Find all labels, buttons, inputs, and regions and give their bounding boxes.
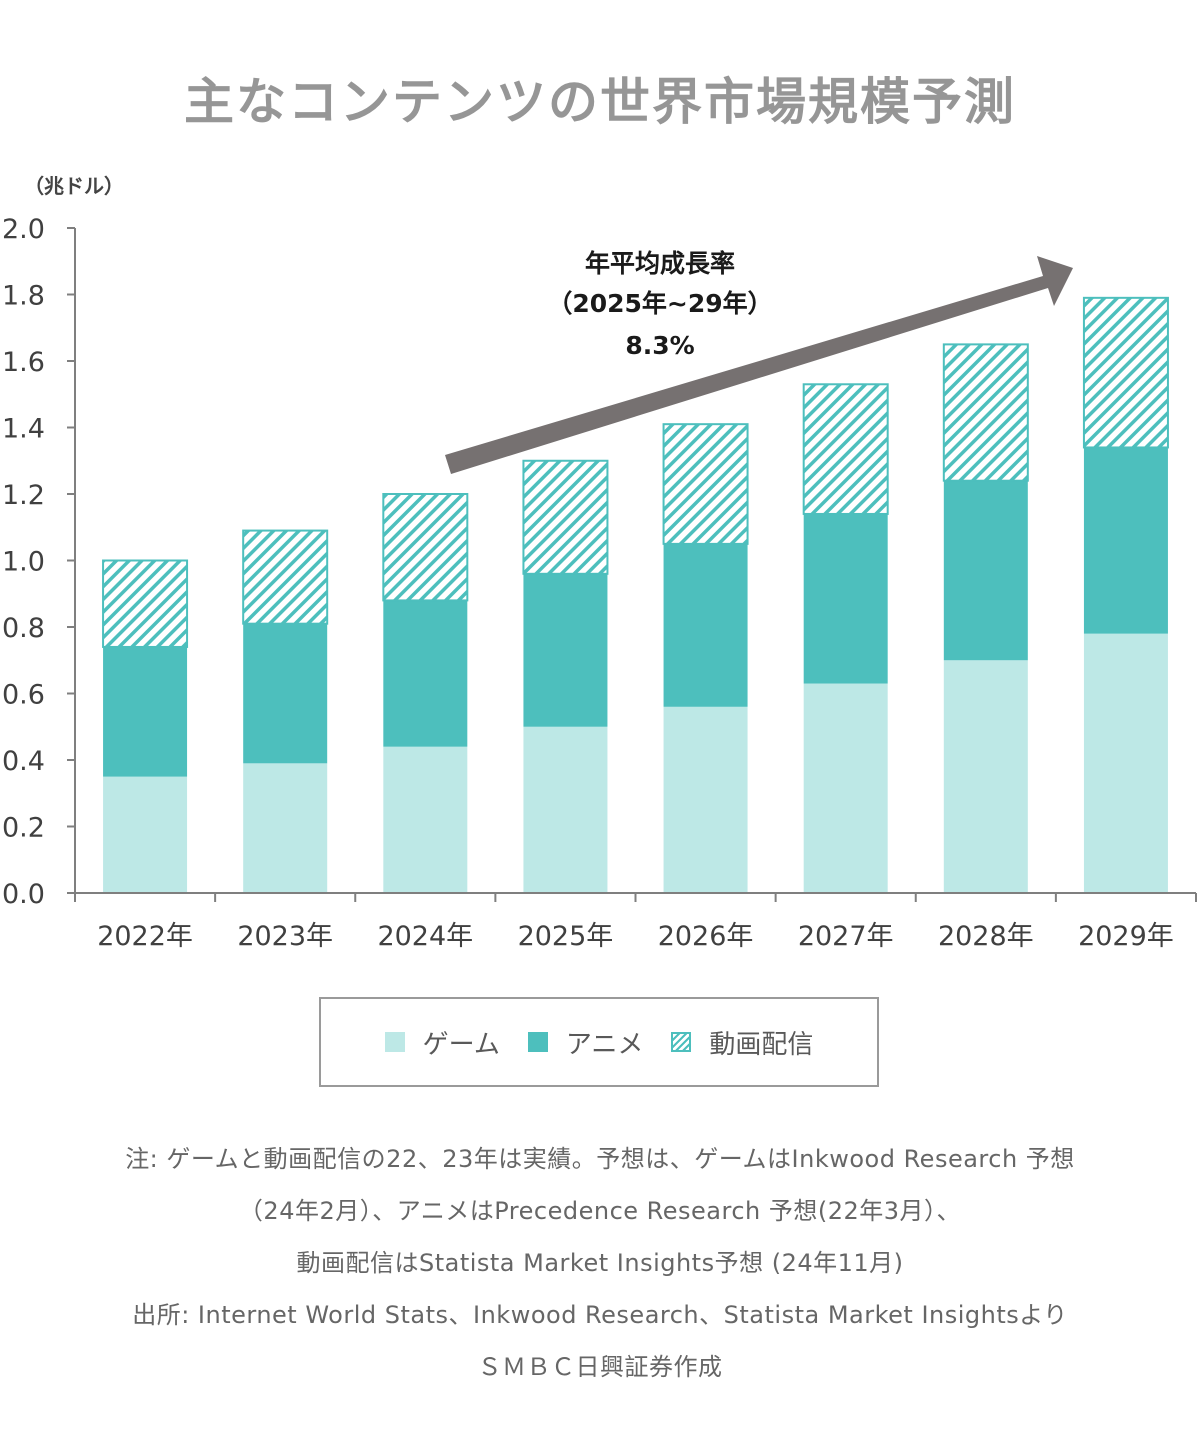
chart-title: 主なコンテンツの世界市場規模予測 — [184, 73, 1016, 131]
bar-segment-game-2025年 — [523, 726, 608, 893]
bar-segment-video-2029年 — [1082, 296, 1169, 449]
legend-item-video: 動画配信 — [671, 1024, 813, 1061]
bar-segment-video-2025年 — [522, 459, 609, 575]
note-line: （24年2月）、アニメはPrecedence Research 予想(22年3月… — [238, 1197, 962, 1225]
bars-group — [102, 296, 1169, 893]
y-tick-label: 1.8 — [2, 281, 45, 312]
footnotes: 注: ゲームと動画配信の22、23年は実績。予想は、ゲームはInkwood Re… — [0, 1133, 1200, 1393]
x-tick-label: 2024年 — [377, 921, 473, 952]
y-tick-label: 0.4 — [2, 746, 45, 777]
legend-swatch-video — [671, 1032, 692, 1052]
note-line: 注: ゲームと動画配信の22、23年は実績。予想は、ゲームはInkwood Re… — [125, 1145, 1075, 1173]
bar-segment-video-2023年 — [242, 529, 329, 625]
bar-segment-video-2028年 — [942, 343, 1029, 482]
bar-segment-anime-2026年 — [663, 543, 748, 707]
bar-segment-game-2026年 — [663, 706, 748, 893]
legend-item-game: ゲーム — [384, 1024, 500, 1061]
growth-arrow — [445, 256, 1073, 474]
annotation-line1: 年平均成長率 — [585, 249, 735, 278]
y-tick-label: 1.0 — [2, 547, 45, 578]
legend-swatch-anime — [527, 1032, 548, 1052]
source-line: 出所: Internet World Stats、Inkwood Researc… — [132, 1301, 1068, 1329]
y-axis-unit-label: （兆ドル） — [24, 174, 124, 198]
y-tick-label: 0.8 — [2, 613, 45, 644]
stacked-bar-chart: 2022年 2023年 2024年 2025年 2026年 2027年 2028年 2029年… — [2, 214, 1197, 952]
bar-segment-video-2027年 — [802, 383, 889, 515]
annotation-line3: 8.3% — [625, 331, 694, 360]
y-tick-label: 1.6 — [2, 347, 45, 378]
legend-label-video: 動画配信 — [709, 1029, 814, 1060]
bar-segment-game-2022年 — [103, 776, 188, 893]
x-tick-label: 2027年 — [798, 921, 894, 952]
legend-swatch-game — [384, 1032, 405, 1052]
y-tick-label: 0.0 — [2, 879, 45, 910]
x-tick-label: 2026年 — [658, 921, 754, 952]
legend-item-anime: アニメ — [527, 1024, 644, 1061]
bar-segment-video-2026年 — [662, 423, 749, 545]
bar-segment-video-2024年 — [382, 493, 469, 602]
x-tick-label: 2023年 — [237, 921, 333, 952]
x-tick-label: 2022年 — [97, 921, 193, 952]
y-tick-label: 2.0 — [2, 214, 45, 245]
x-tick-label: 2029年 — [1078, 921, 1174, 952]
axes-group: 2022年 2023年 2024年 2025年 2026年 2027年 2028年 2029年… — [2, 214, 1197, 952]
bar-segment-game-2023年 — [243, 763, 328, 893]
bar-segment-anime-2024年 — [383, 600, 468, 747]
note-line: 動画配信はStatista Market Insights予想 (24年11月) — [296, 1249, 904, 1277]
bar-segment-anime-2025年 — [523, 573, 608, 727]
y-tick-label: 0.6 — [2, 680, 45, 711]
bar-segment-anime-2029年 — [1083, 447, 1168, 634]
bar-segment-anime-2023年 — [243, 623, 328, 764]
legend-label-game: ゲーム — [422, 1029, 500, 1060]
bar-segment-game-2024年 — [383, 746, 468, 893]
bar-segment-anime-2028年 — [943, 480, 1028, 661]
y-tick-label: 1.2 — [2, 480, 45, 511]
bar-segment-video-2022年 — [102, 559, 189, 648]
y-tick-label: 1.4 — [2, 414, 45, 445]
source-line: ＳＭＢＣ日興証券作成 — [477, 1353, 723, 1381]
bar-segment-game-2029年 — [1083, 633, 1168, 893]
annotation-line2: （2025年~29年） — [547, 289, 772, 318]
growth-annotation: 年平均成長率 （2025年~29年） 8.3% — [445, 249, 1073, 474]
bar-segment-game-2028年 — [943, 660, 1028, 893]
x-tick-label: 2025年 — [518, 921, 614, 952]
y-tick-label: 0.2 — [2, 813, 45, 844]
bar-segment-anime-2027年 — [803, 513, 888, 684]
bar-segment-anime-2022年 — [103, 646, 188, 777]
bar-segment-game-2027年 — [803, 683, 888, 893]
legend-label-anime: アニメ — [565, 1029, 644, 1060]
x-tick-label: 2028年 — [938, 921, 1034, 952]
chart-legend: ゲーム アニメ 動画配信 — [319, 997, 879, 1087]
